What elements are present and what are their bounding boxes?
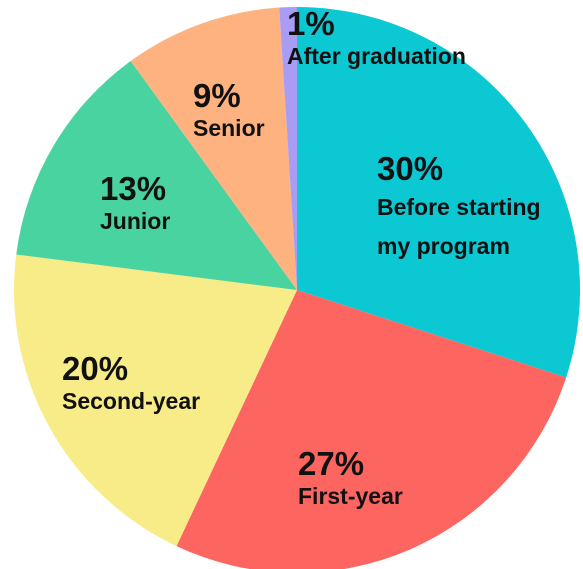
pie-slice (176, 290, 567, 569)
category-label: Before starting my program (377, 193, 541, 260)
value-label: 30% (377, 150, 444, 187)
value-label: 20% (62, 350, 129, 387)
slice-label: 20% Second-year (62, 350, 282, 414)
pie-slice (279, 7, 297, 290)
category-label: Senior (193, 114, 265, 141)
pie-slice (14, 254, 298, 547)
category-label: First-year (298, 482, 403, 509)
value-label: 9% (193, 77, 241, 114)
value-label: 13% (100, 170, 167, 207)
pie-slice (130, 7, 297, 290)
value-label: 27% (298, 445, 365, 482)
slice-label: 30% Before starting my program (377, 150, 577, 266)
category-label: After graduation (287, 42, 466, 69)
slice-label: 1% After graduation (287, 5, 547, 69)
value-label: 1% (287, 5, 335, 42)
category-label: Junior (100, 207, 171, 234)
category-label: Second-year (62, 387, 201, 414)
slice-label: 13% Junior (100, 170, 260, 234)
pie-slice (297, 7, 580, 378)
slice-label: 27% First-year (298, 445, 518, 509)
slice-label: 9% Senior (193, 77, 343, 141)
pie-slice (16, 61, 298, 291)
